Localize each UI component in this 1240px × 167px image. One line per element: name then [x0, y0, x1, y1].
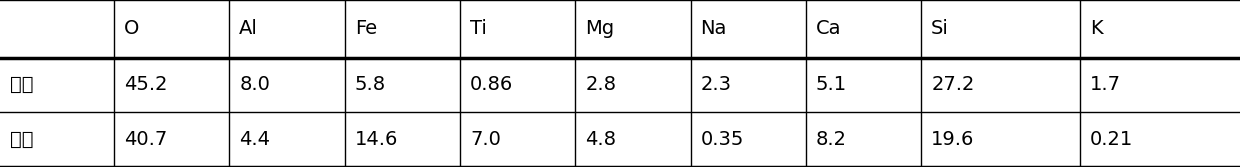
Text: 0.21: 0.21	[1090, 130, 1133, 149]
Text: 27.2: 27.2	[931, 75, 975, 94]
Text: 5.8: 5.8	[355, 75, 386, 94]
Text: 0.35: 0.35	[701, 130, 744, 149]
Text: 2.8: 2.8	[585, 75, 616, 94]
Text: Si: Si	[931, 19, 949, 38]
Text: 14.6: 14.6	[355, 130, 398, 149]
Text: 地壳: 地壳	[10, 75, 33, 94]
Text: 8.2: 8.2	[816, 130, 847, 149]
Text: 4.8: 4.8	[585, 130, 616, 149]
Text: O: O	[124, 19, 139, 38]
Text: Na: Na	[701, 19, 727, 38]
Text: 45.2: 45.2	[124, 75, 167, 94]
Text: Mg: Mg	[585, 19, 614, 38]
Text: 40.7: 40.7	[124, 130, 167, 149]
Text: 5.1: 5.1	[816, 75, 847, 94]
Text: 8.0: 8.0	[239, 75, 270, 94]
Text: Ca: Ca	[816, 19, 842, 38]
Text: 1.7: 1.7	[1090, 75, 1121, 94]
Text: K: K	[1090, 19, 1102, 38]
Text: Al: Al	[239, 19, 258, 38]
Text: Fe: Fe	[355, 19, 377, 38]
Text: Ti: Ti	[470, 19, 487, 38]
Text: 月球: 月球	[10, 130, 33, 149]
Text: 2.3: 2.3	[701, 75, 732, 94]
Text: 0.86: 0.86	[470, 75, 513, 94]
Text: 19.6: 19.6	[931, 130, 975, 149]
Text: 7.0: 7.0	[470, 130, 501, 149]
Text: 4.4: 4.4	[239, 130, 270, 149]
